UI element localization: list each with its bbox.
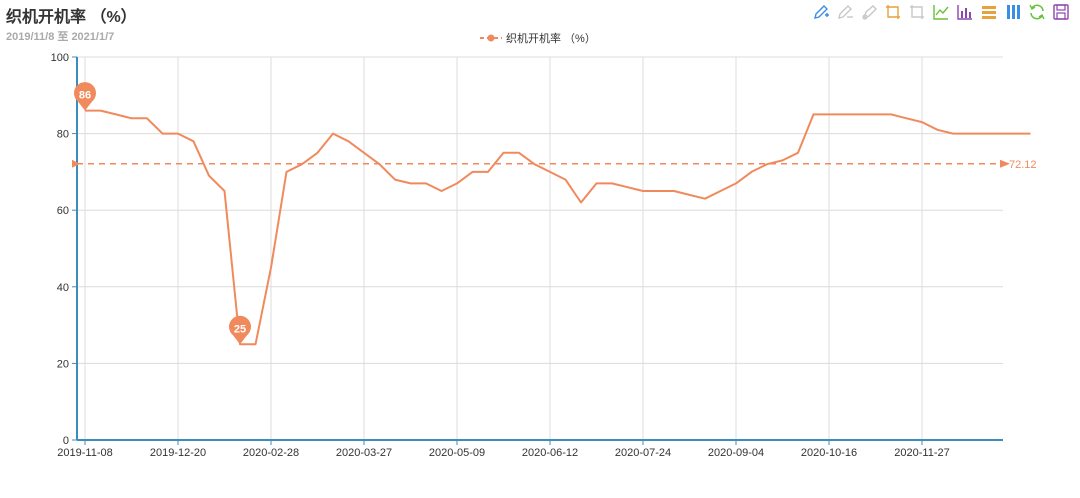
- mark-clear-icon[interactable]: [860, 3, 878, 21]
- x-tick-label: 2020-10-16: [801, 447, 857, 459]
- restore-icon[interactable]: [1028, 3, 1046, 21]
- x-tick-label: 2020-11-27: [894, 447, 949, 459]
- tiled-icon[interactable]: [1004, 3, 1022, 21]
- x-tick-label: 2019-11-08: [57, 447, 112, 459]
- legend-label: 织机开机率 （%）: [506, 33, 596, 45]
- pin-marker-label: 25: [234, 323, 246, 335]
- x-tick-label: 2020-06-12: [522, 447, 578, 459]
- average-line-arrow: [1000, 159, 1010, 168]
- x-tick-label: 2019-12-20: [150, 447, 206, 459]
- y-tick-label: 60: [57, 205, 69, 217]
- stack-icon[interactable]: [980, 3, 998, 21]
- x-tick-label: 2020-03-27: [336, 447, 392, 459]
- chart-title: 织机开机率 （%）: [6, 9, 137, 26]
- series-line: [85, 109, 1031, 346]
- pin-marker-label: 86: [79, 90, 91, 102]
- bar-chart-icon[interactable]: [956, 3, 974, 21]
- mark-pen-icon[interactable]: [812, 3, 830, 21]
- y-tick-label: 100: [51, 52, 69, 64]
- pin-marker: [229, 315, 251, 345]
- line-chart-icon[interactable]: [932, 3, 950, 21]
- chart-toolbox: [812, 3, 1070, 23]
- legend-item[interactable]: 织机开机率 （%）: [480, 30, 596, 46]
- mark-undo-icon[interactable]: [836, 3, 854, 21]
- y-tick-label: 40: [57, 282, 69, 294]
- y-tick-label: 80: [57, 129, 69, 141]
- average-line-label: 72.12: [1009, 159, 1037, 171]
- pin-marker: [74, 82, 96, 111]
- y-tick-label: 20: [57, 358, 69, 370]
- y-tick-label: 0: [63, 435, 69, 447]
- x-tick-label: 2020-07-24: [615, 447, 671, 459]
- x-tick-label: 2020-09-04: [708, 447, 764, 459]
- x-tick-label: 2020-05-09: [429, 447, 485, 459]
- chart-subtitle: 2019/11/8 至 2021/1/7: [6, 31, 115, 43]
- x-tick-label: 2020-02-28: [243, 447, 299, 459]
- data-zoom-reset-icon[interactable]: [908, 3, 926, 21]
- save-image-icon[interactable]: [1052, 3, 1070, 21]
- data-zoom-icon[interactable]: [884, 3, 902, 21]
- average-line-start-marker: [72, 159, 80, 168]
- legend-line-icon: [480, 34, 502, 42]
